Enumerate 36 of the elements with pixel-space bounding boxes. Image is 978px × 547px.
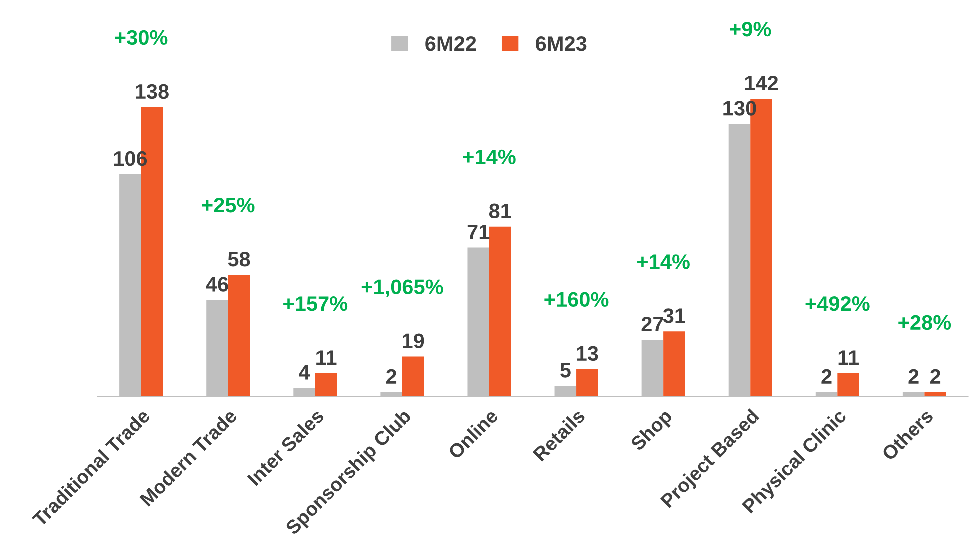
annotation: +1,065% <box>362 280 444 298</box>
text: +30% <box>115 30 168 46</box>
annotation: +25% <box>202 198 255 213</box>
annotation: +28% <box>898 315 952 330</box>
bar <box>315 374 338 397</box>
text: +9% <box>730 22 772 37</box>
annotation: +492% <box>806 296 870 312</box>
legend-label: 6M23 <box>536 36 587 52</box>
data-label: 11 <box>838 350 859 366</box>
data-label: 142 <box>745 76 778 91</box>
data-label: 11 <box>316 350 337 366</box>
data-label: 2 <box>386 369 397 384</box>
legend-label: 6M22 <box>426 36 476 52</box>
data-label: 2 <box>908 369 919 384</box>
data-label: 27 <box>642 316 664 332</box>
bar <box>402 356 424 397</box>
annotation: +160% <box>544 292 609 308</box>
bar <box>576 369 598 397</box>
bar <box>838 374 860 397</box>
annotation: +157% <box>284 296 348 312</box>
data-label: 2 <box>930 369 941 384</box>
data-label: 2 <box>822 369 832 384</box>
data-label: 81 <box>489 204 512 219</box>
data-label: 31 <box>663 308 686 324</box>
annotation: +14% <box>638 254 690 270</box>
bar <box>228 275 250 397</box>
data-label: 138 <box>136 84 169 100</box>
data-label: 46 <box>206 277 228 292</box>
data-label: 58 <box>228 252 250 267</box>
bar <box>489 226 512 397</box>
data-label: 19 <box>403 334 424 348</box>
bar <box>664 332 686 397</box>
data-label: 4 <box>299 365 310 380</box>
data-label: 5 <box>560 363 571 378</box>
annotation: +14% <box>463 150 516 164</box>
data-label: 13 <box>577 346 598 362</box>
